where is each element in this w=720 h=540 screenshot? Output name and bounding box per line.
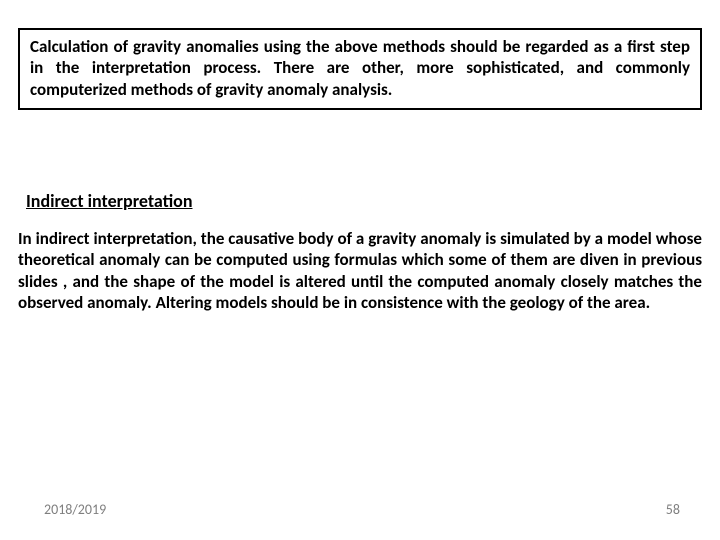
body-paragraph: In indirect interpretation, the causativ… <box>18 228 702 313</box>
callout-box: Calculation of gravity anomalies using t… <box>18 28 702 110</box>
section-heading-indirect-interpretation: Indirect interpretation <box>26 190 192 212</box>
footer-page-number: 58 <box>666 501 680 518</box>
callout-box-text: Calculation of gravity anomalies using t… <box>30 36 690 100</box>
slide-page: Calculation of gravity anomalies using t… <box>0 0 720 540</box>
footer-date: 2018/2019 <box>44 501 106 518</box>
